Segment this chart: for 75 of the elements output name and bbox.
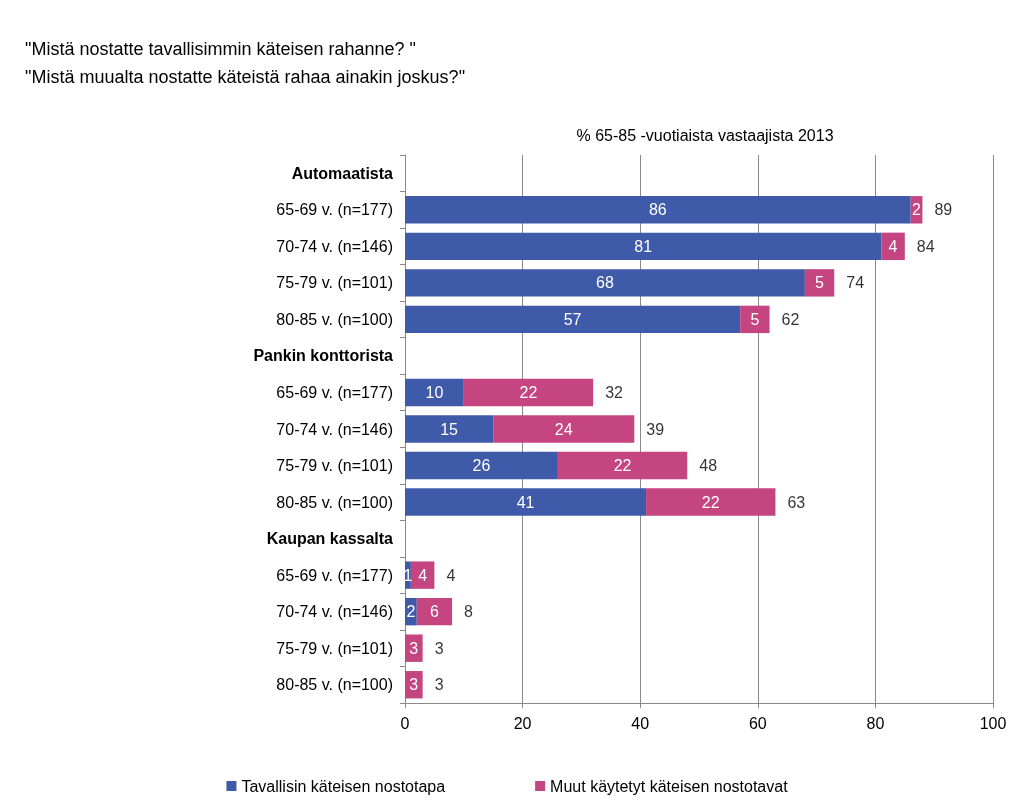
data-label: 10 <box>425 383 444 401</box>
data-label: 2 <box>406 603 416 621</box>
data-label: 41 <box>516 493 535 511</box>
x-tick-label: 40 <box>631 714 650 732</box>
total-label: 63 <box>787 493 806 511</box>
y-tick-label: Pankin konttorista <box>253 347 394 365</box>
data-label: 57 <box>563 310 582 328</box>
bar <box>410 561 435 589</box>
bar <box>804 269 835 297</box>
bar <box>405 232 882 261</box>
bar <box>416 597 453 626</box>
y-tick-label: 75-79 v. (n=101) <box>276 457 393 475</box>
y-tick-label: 65-69 v. (n=177) <box>276 201 393 219</box>
y-tick-label: 75-79 v. (n=101) <box>276 639 393 657</box>
data-label: 3 <box>409 676 419 694</box>
total-label: 4 <box>446 566 456 584</box>
total-label: 48 <box>699 457 718 475</box>
bar <box>463 378 594 407</box>
data-label: 22 <box>613 457 632 475</box>
bar <box>405 451 558 480</box>
data-label: 22 <box>519 383 538 401</box>
y-tick-label: 70-74 v. (n=146) <box>276 603 393 621</box>
data-label: 26 <box>472 457 491 475</box>
data-label: 4 <box>418 566 428 584</box>
y-tick-label: 80-85 v. (n=100) <box>276 676 393 694</box>
y-tick-label: Kaupan kassalta <box>266 530 394 548</box>
x-tick-label: 60 <box>748 714 767 732</box>
data-label: 3 <box>409 639 419 657</box>
x-tick-label: 20 <box>513 714 532 732</box>
y-tick-label: 80-85 v. (n=100) <box>276 493 393 511</box>
data-label: 6 <box>429 603 439 621</box>
total-label: 39 <box>646 420 665 438</box>
data-label: 22 <box>701 493 720 511</box>
y-tick-label: 70-74 v. (n=146) <box>276 237 393 255</box>
bar <box>405 488 647 516</box>
total-label: 74 <box>846 274 865 292</box>
data-label: 81 <box>634 237 653 255</box>
total-label: 3 <box>434 639 444 657</box>
bar <box>493 415 635 443</box>
bar <box>405 415 494 443</box>
data-label: 86 <box>648 201 667 219</box>
x-tick-label: 100 <box>979 714 1007 732</box>
total-label: 89 <box>934 201 953 219</box>
y-tick-label: 70-74 v. (n=146) <box>276 420 393 438</box>
bar <box>405 378 464 407</box>
bar <box>405 196 911 224</box>
x-tick-label: 0 <box>400 714 410 732</box>
data-label: 4 <box>888 237 898 255</box>
data-label: 2 <box>912 201 922 219</box>
data-label: 5 <box>750 310 760 328</box>
data-label: 5 <box>815 274 825 292</box>
total-label: 3 <box>434 676 444 694</box>
bar <box>881 232 905 261</box>
chart-subtitle: % 65-85 -vuotiaista vastaajista 2013 <box>576 126 834 144</box>
bar <box>557 451 688 480</box>
total-label: 8 <box>464 603 474 621</box>
y-tick-label: 75-79 v. (n=101) <box>276 274 393 292</box>
data-label: 15 <box>440 420 459 438</box>
y-tick-label: 80-85 v. (n=100) <box>276 310 393 328</box>
data-label: 24 <box>554 420 573 438</box>
total-label: 62 <box>781 310 800 328</box>
y-tick-label: Automaatista <box>291 164 394 182</box>
text: "Mistä nostatte tavallisimmin käteisen rahanne? " "Mistä muualta nostatte käteistä rahaa ainakin joskus?" <box>25 39 466 87</box>
total-label: 32 <box>605 383 624 401</box>
legend-label: Tavallisin käteisen nostotapa <box>241 777 446 795</box>
legend-label: Muut käytetyt käteisen nostotavat <box>550 777 789 795</box>
total-label: 84 <box>916 237 935 255</box>
x-tick-label: 80 <box>866 714 885 732</box>
data-label: 68 <box>596 274 614 292</box>
y-tick-label: 65-69 v. (n=177) <box>276 566 393 584</box>
y-tick-label: 65-69 v. (n=177) <box>276 383 393 401</box>
bar <box>405 269 805 297</box>
bar <box>740 305 770 334</box>
bar <box>646 488 776 516</box>
bar <box>405 305 741 334</box>
